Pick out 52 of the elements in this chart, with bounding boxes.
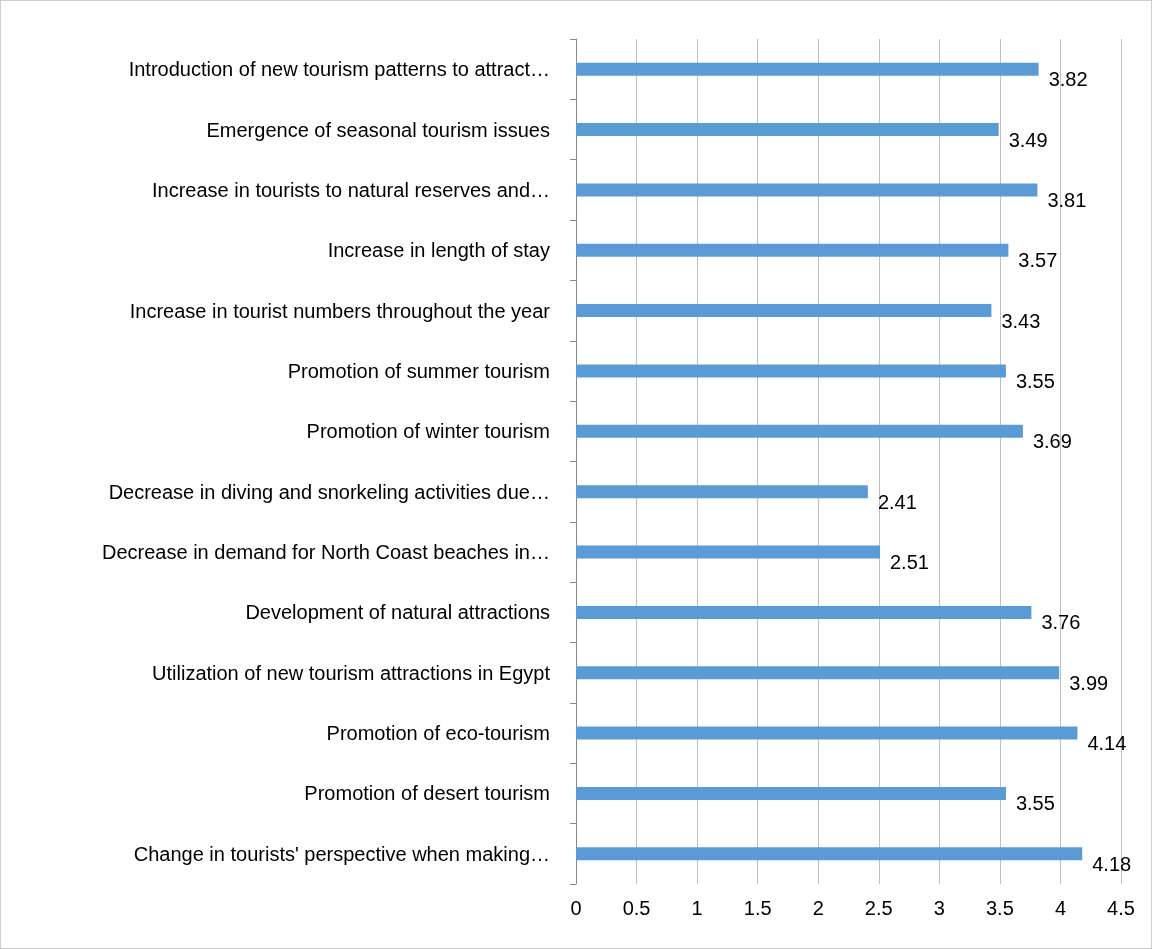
y-tick-label: Decrease in diving and snorkeling activities due…	[108, 480, 550, 503]
bar	[576, 485, 868, 499]
bar	[576, 726, 1078, 740]
x-tick-label: 3	[933, 897, 945, 919]
y-tick-label: Development of natural attractions	[245, 601, 550, 624]
y-tick-label: Promotion of summer tourism	[287, 359, 550, 382]
y-tick-label: Promotion of desert tourism	[304, 782, 550, 805]
x-tick-label: 0.5	[622, 897, 651, 919]
bar	[576, 123, 999, 137]
data-label: 2.41	[877, 490, 917, 513]
data-label: 3.57	[1018, 249, 1058, 272]
data-label: 4.14	[1087, 732, 1127, 755]
bar	[576, 545, 880, 559]
y-tick-label: Promotion of winter tourism	[306, 420, 550, 443]
x-tick-label: 1	[691, 897, 703, 919]
y-tick-label: Increase in length of stay	[327, 239, 550, 262]
data-label: 2.51	[889, 551, 929, 574]
data-label: 4.18	[1092, 852, 1132, 875]
y-tick-label: Emergence of seasonal tourism issues	[206, 118, 550, 141]
x-tick-label: 4.5	[1107, 897, 1135, 919]
data-label: 3.49	[1008, 128, 1048, 151]
bar	[576, 364, 1006, 378]
x-tick-label: 0	[570, 897, 582, 919]
y-tick-label: Change in tourists' perspective when making…	[133, 842, 550, 865]
y-tick-label: Utilization of new tourism attractions in Egypt	[152, 661, 551, 684]
data-label: 3.81	[1047, 188, 1087, 211]
x-tick-label: 4	[1054, 897, 1067, 919]
data-label: 3.82	[1048, 68, 1088, 91]
y-tick-label: Introduction of new tourism patterns to attract…	[128, 58, 550, 81]
data-label: 3.99	[1069, 671, 1109, 694]
bar	[576, 847, 1083, 861]
y-tick-label: Increase in tourists to natural reserves and…	[152, 178, 550, 201]
data-label: 3.76	[1041, 611, 1081, 634]
y-tick-label: Increase in tourist numbers throughout the year	[129, 299, 551, 322]
x-tick-label: 1.5	[743, 897, 772, 919]
x-tick-label: 3.5	[985, 897, 1014, 919]
bar	[576, 424, 1023, 438]
y-tick-label: Promotion of eco-tourism	[326, 722, 550, 745]
data-label: 3.55	[1015, 369, 1055, 392]
bar	[576, 304, 992, 318]
bar	[576, 243, 1009, 257]
bar	[576, 183, 1038, 197]
data-label: 3.43	[1001, 309, 1041, 332]
bar	[576, 786, 1006, 800]
y-tick-label: Decrease in demand for North Coast beaches in…	[101, 541, 550, 564]
data-label: 3.55	[1015, 792, 1055, 815]
bar	[576, 666, 1060, 680]
bar	[576, 605, 1032, 619]
bar	[576, 62, 1039, 76]
x-tick-label: 2	[812, 897, 824, 919]
x-tick-label: 2.5	[864, 897, 893, 919]
data-label: 3.69	[1032, 430, 1072, 453]
